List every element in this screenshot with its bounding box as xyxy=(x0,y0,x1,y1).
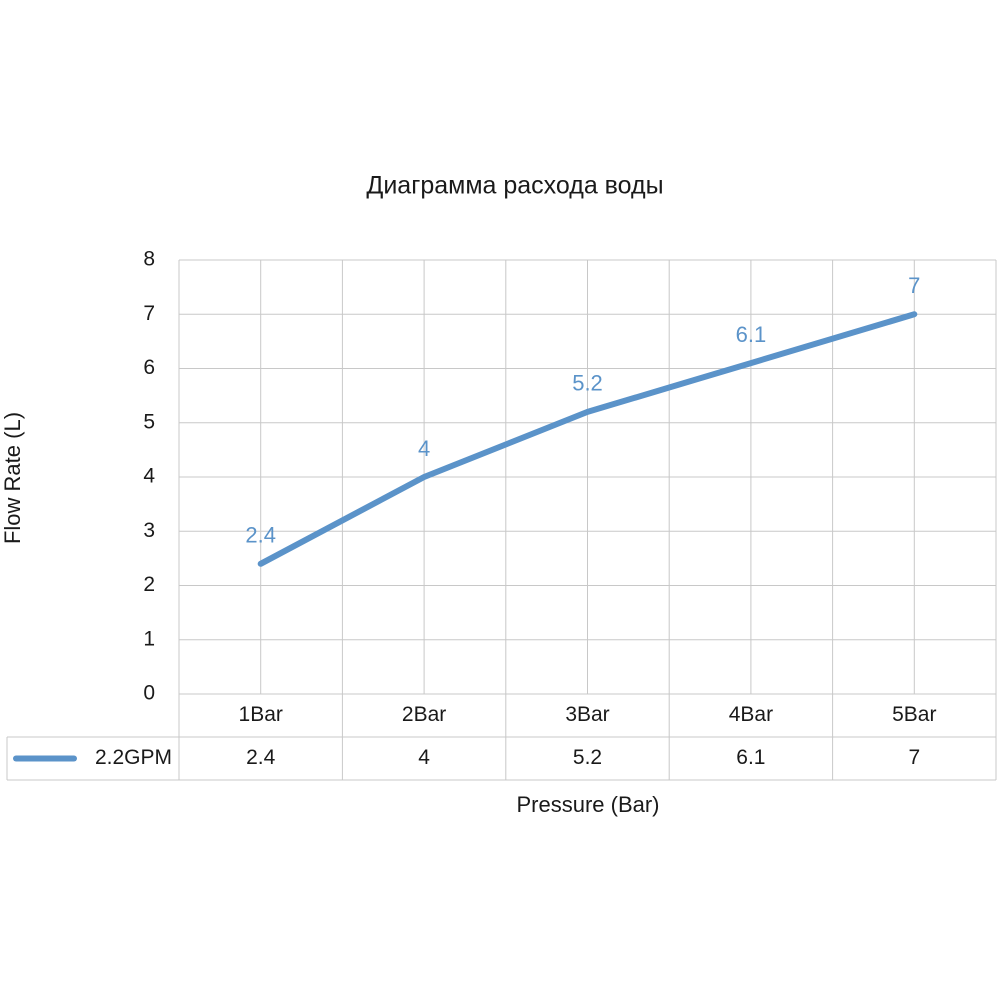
y-tick-label: 6 xyxy=(143,356,155,379)
y-tick-label: 4 xyxy=(143,465,155,488)
table-value: 7 xyxy=(908,746,920,769)
data-label: 5.2 xyxy=(572,371,603,396)
y-tick-label: 7 xyxy=(143,302,155,325)
y-tick-label: 2 xyxy=(143,573,155,596)
y-tick-label: 8 xyxy=(143,248,155,271)
data-label: 6.1 xyxy=(736,322,767,347)
x-tick-label: 3Bar xyxy=(565,703,609,726)
series-line xyxy=(257,311,918,567)
data-label: 4 xyxy=(418,436,430,461)
y-tick-label: 5 xyxy=(143,410,155,433)
table-value: 4 xyxy=(418,746,430,769)
table-value: 2.4 xyxy=(246,746,276,769)
x-tick-label: 2Bar xyxy=(402,703,446,726)
y-axis-label: Flow Rate (L) xyxy=(0,412,25,544)
y-tick-label: 3 xyxy=(143,519,155,542)
x-axis-label: Pressure (Bar) xyxy=(516,792,659,817)
x-tick-label: 5Bar xyxy=(892,703,936,726)
y-tick-label: 0 xyxy=(143,682,155,705)
data-label: 7 xyxy=(908,273,920,298)
chart-title: Диаграмма расхода воды xyxy=(366,172,663,200)
x-tick-label: 4Bar xyxy=(729,703,773,726)
table-value: 6.1 xyxy=(736,746,765,769)
table-value: 5.2 xyxy=(573,746,602,769)
x-tick-label: 1Bar xyxy=(239,703,283,726)
y-tick-label: 1 xyxy=(143,627,155,650)
legend-label: 2.2GPM xyxy=(95,746,172,769)
data-label: 2.4 xyxy=(245,523,276,548)
